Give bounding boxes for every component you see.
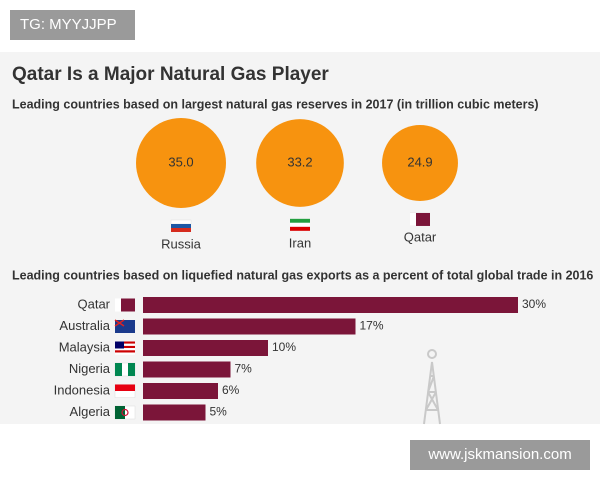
bar xyxy=(143,297,518,313)
value-label: 17% xyxy=(360,319,384,333)
subtitle: Leading countries based on liquefied nat… xyxy=(12,268,593,282)
bubble xyxy=(256,119,344,207)
category-label: Qatar xyxy=(77,296,110,311)
flag xyxy=(115,384,135,391)
flag xyxy=(115,350,135,353)
watermark-box xyxy=(410,440,590,470)
flag xyxy=(128,363,135,376)
category-label: Nigeria xyxy=(69,361,111,376)
flag xyxy=(410,212,416,226)
bar xyxy=(143,383,218,399)
flag xyxy=(170,219,192,225)
category-label: Algeria xyxy=(70,404,111,419)
badge-box xyxy=(10,10,135,40)
flag xyxy=(121,408,129,417)
flag xyxy=(115,406,125,419)
flag xyxy=(114,319,125,327)
bar xyxy=(143,318,356,335)
derrick-icon xyxy=(423,349,441,425)
flag xyxy=(115,341,135,344)
flag xyxy=(115,341,124,349)
value-label: 5% xyxy=(210,405,228,419)
panel xyxy=(0,52,600,424)
flag xyxy=(115,298,121,312)
flag xyxy=(115,345,135,349)
bar xyxy=(143,361,231,378)
category-label: Australia xyxy=(59,318,110,333)
value-label: 7% xyxy=(235,362,253,376)
subtitle: Leading countries based on largest natur… xyxy=(12,97,539,111)
flag xyxy=(171,228,191,232)
watermark: www.jskmansion.com xyxy=(427,446,571,463)
value-label: 35.0 xyxy=(168,154,193,169)
flag xyxy=(115,343,135,346)
title: Qatar Is a Major Natural Gas Player xyxy=(12,64,329,85)
value-label: 30% xyxy=(522,297,546,311)
bar xyxy=(143,404,206,421)
value-label: 24.9 xyxy=(407,154,432,169)
value-label: 10% xyxy=(272,340,296,354)
flag xyxy=(290,218,310,223)
badge: TG: MYYJJPP xyxy=(20,16,117,33)
category-label: Qatar xyxy=(404,229,437,244)
category-label: Russia xyxy=(161,236,202,251)
category-label: Malaysia xyxy=(59,339,111,354)
bubble xyxy=(382,125,458,201)
flag xyxy=(290,226,310,231)
value-label: 6% xyxy=(222,383,240,397)
bubble xyxy=(136,118,226,208)
category-label: Iran xyxy=(289,235,311,250)
value-label: 33.2 xyxy=(287,154,312,169)
bar xyxy=(143,340,268,356)
category-label: Indonesia xyxy=(54,382,111,397)
flag xyxy=(115,348,135,351)
flag xyxy=(115,363,122,376)
flag xyxy=(171,224,191,228)
flag xyxy=(290,222,310,227)
flag xyxy=(115,352,135,355)
